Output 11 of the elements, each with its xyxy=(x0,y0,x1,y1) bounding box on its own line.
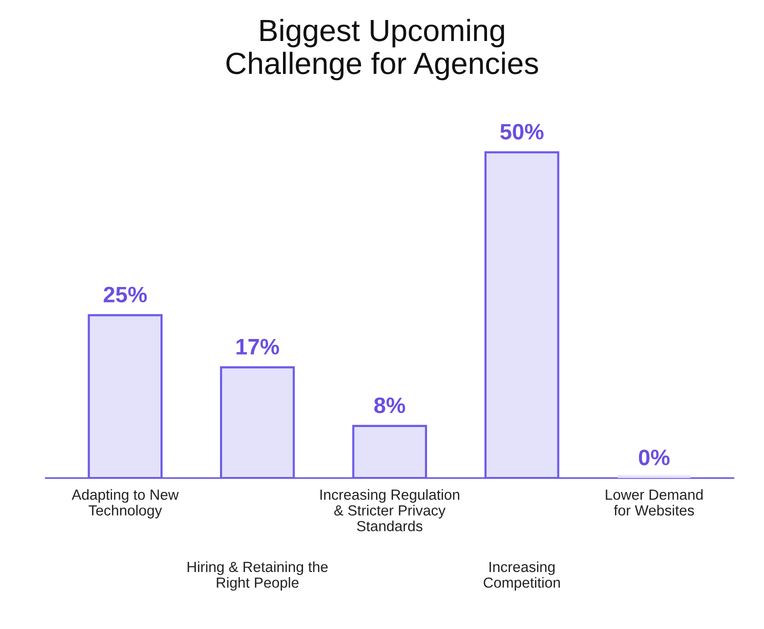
data-label: 25% xyxy=(104,286,147,302)
x-tick-label: Adapting to New Technology xyxy=(72,489,179,518)
data-label: 50% xyxy=(500,124,544,140)
data-label: 17% xyxy=(236,338,280,355)
x-tick-label: Increasing Competition xyxy=(484,561,560,591)
data-label: 0% xyxy=(638,450,670,466)
data-label: 8% xyxy=(374,397,406,414)
x-tick-label: Hiring & Retaining the Right People xyxy=(188,561,328,591)
chart-title: Biggest Upcoming Challenge for Agencies xyxy=(226,18,538,80)
x-tick-label: Lower Demand for Websites xyxy=(606,489,703,516)
x-tick-label: Increasing Regulation & Stricter Privacy Standards xyxy=(320,489,460,532)
